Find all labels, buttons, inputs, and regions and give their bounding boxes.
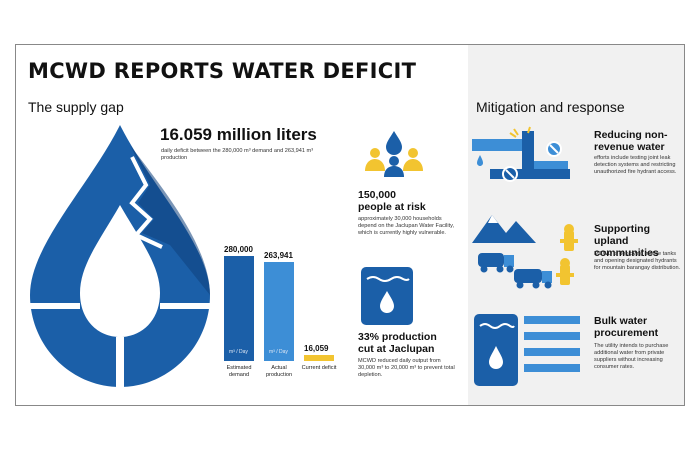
bar-value-label: 263,941 [264, 251, 293, 261]
people-at-risk-description: approximately 30,000 households depend o… [358, 216, 455, 236]
water-drop-icon [26, 125, 214, 389]
bar-category-label: Estimated demand [226, 365, 252, 378]
deficit-description: daily deficit between the 280,000 m³ dem… [161, 148, 314, 161]
bar-category-label: Current deficit [301, 365, 337, 371]
bar-value-label: 280,000 [224, 245, 253, 254]
supply-gap-heading: The supply gap [28, 99, 124, 115]
bar-value-label: 16,059 [304, 343, 329, 353]
mitigation-3-title: Bulk water procurement [594, 315, 659, 339]
bar-unit-label: m³ / Day [269, 349, 288, 355]
deficit-value: 16.059 million liters [160, 125, 317, 144]
mitigation-1-description: efforts include testing joint leak detec… [594, 155, 677, 175]
bar-2 [264, 262, 294, 361]
production-cut-value: 33% production cut at Jaclupan [358, 331, 437, 355]
tanker-truck-icon [472, 215, 578, 289]
mitigation-3-description: The utility intends to purchase addition… [594, 343, 669, 370]
water-tank-icon [474, 314, 580, 386]
people-icon [365, 131, 423, 177]
mitigation-2-description: MCWD is deploying mobile tanks and openi… [594, 251, 681, 271]
mitigation-1-title: Reducing non-revenue water [594, 129, 668, 153]
bar-unit-label: m³ / Day [229, 349, 248, 355]
page-title: MCWD REPORTS WATER DEFICIT [28, 59, 417, 83]
bar-1 [224, 256, 254, 361]
bar-3 [304, 354, 334, 361]
production-cut-description: MCWD reduced daily output from 30,000 m³… [358, 358, 455, 378]
mitigation-heading: Mitigation and response [476, 99, 625, 115]
reservoir-icon [361, 267, 413, 325]
people-at-risk-value: 150,000 people at risk [358, 189, 426, 213]
bar-category-label: Actual production [265, 365, 293, 378]
pipes-icon [472, 126, 570, 182]
mitigation-2-title: Supporting upland communities [594, 223, 659, 259]
infographic: MCWD REPORTS WATER DEFICIT The supply ga… [15, 44, 685, 406]
